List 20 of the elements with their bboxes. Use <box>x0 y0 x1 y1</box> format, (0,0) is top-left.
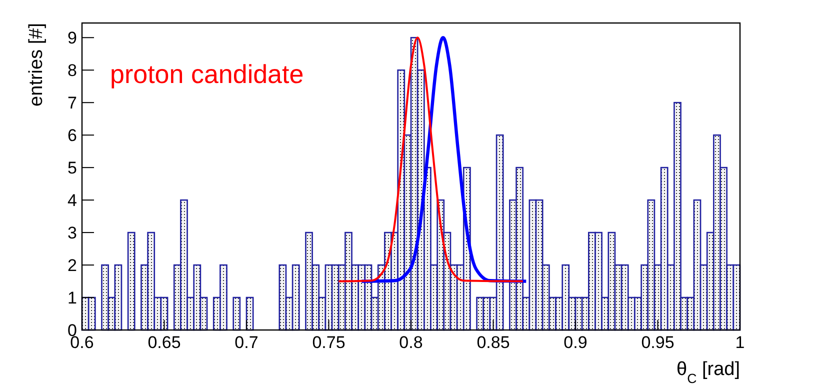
y-tick-label: 3 <box>68 224 77 243</box>
x-tick-label: 0.8 <box>399 333 423 352</box>
x-tick-label: 0.95 <box>641 333 674 352</box>
y-tick-label: 2 <box>68 256 77 276</box>
x-tick-label: 0.65 <box>148 333 181 352</box>
y-tick-label: 5 <box>68 158 77 178</box>
y-axis-title: entries [#] <box>26 23 47 106</box>
y-tick-label: 8 <box>68 61 77 80</box>
x-tick-label: 0.9 <box>564 333 588 352</box>
y-tick-label: 7 <box>68 94 77 113</box>
x-tick-label: 0.75 <box>312 333 346 352</box>
x-tick-label: 0.7 <box>234 333 258 352</box>
x-tick-label: 0.85 <box>476 333 510 352</box>
x-axis-title: θ$_{C}$ [rad] <box>676 359 740 386</box>
y-tick-label: 4 <box>68 191 77 210</box>
y-tick-label: 6 <box>68 126 77 146</box>
x-tick-label: 1 <box>735 333 745 352</box>
annotation: proton candidate <box>110 59 304 89</box>
y-tick-label: 1 <box>68 288 77 308</box>
y-tick-label: 9 <box>68 28 77 48</box>
